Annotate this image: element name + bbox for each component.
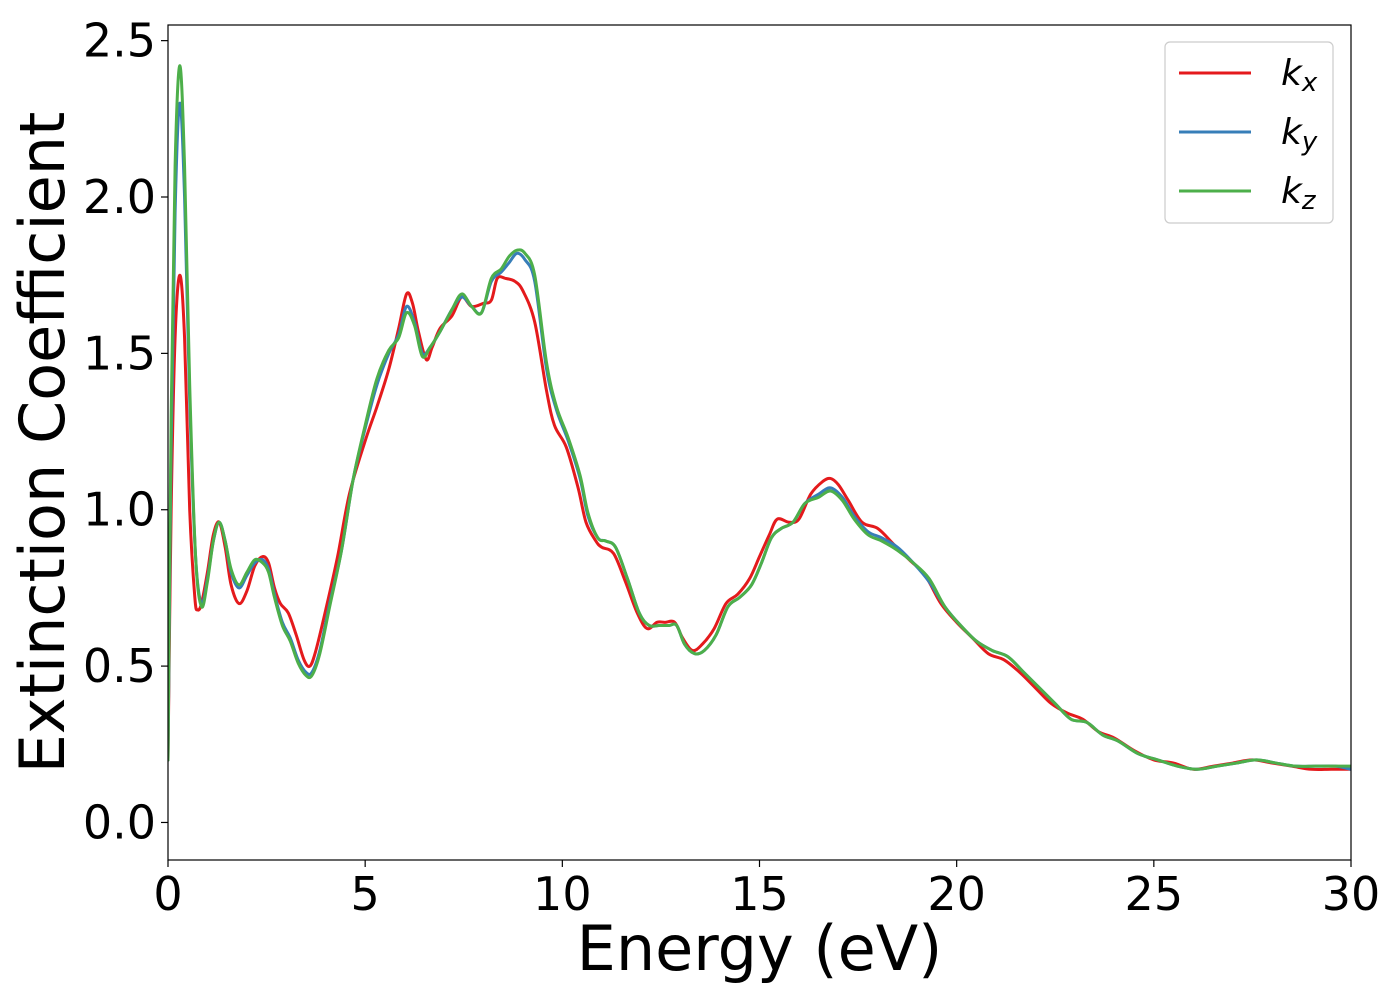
series-line-z [168,64,1351,771]
y-tick-label: 0.5 [83,639,156,693]
y-axis-label: Extinction Coefficient [6,112,79,774]
x-tick-label: 5 [351,867,380,921]
legend-label-z: kz [1281,171,1317,216]
series-layer [168,64,1351,772]
y-tick-label: 0.0 [83,795,156,849]
series-line-x [168,273,1351,772]
legend-label-x: kx [1281,53,1318,98]
x-axis-label: Energy (eV) [577,912,943,985]
y-tick-label: 1.0 [83,483,156,537]
y-axis: 0.0 0.5 1.0 1.5 2.0 2.5 [83,14,168,849]
x-tick-label: 10 [533,867,592,921]
x-axis: 0 5 10 15 20 25 30 [153,860,1380,921]
x-tick-label: 30 [1322,867,1381,921]
legend: kx ky kz [1164,41,1334,224]
x-tick-label: 0 [153,867,182,921]
y-tick-label: 2.5 [83,14,156,68]
y-tick-label: 1.5 [83,326,156,380]
x-tick-label: 25 [1125,867,1184,921]
x-tick-label: 15 [730,867,789,921]
y-tick-label: 2.0 [83,170,156,224]
x-tick-label: 20 [927,867,986,921]
legend-label-y: ky [1281,112,1318,157]
